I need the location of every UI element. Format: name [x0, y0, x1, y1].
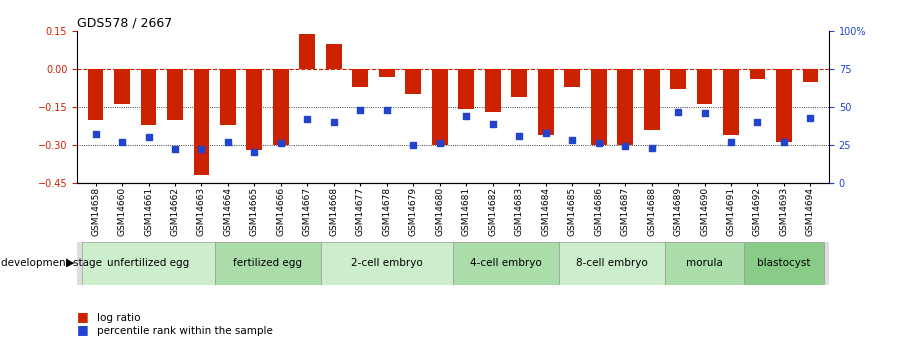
Text: fertilized egg: fertilized egg	[233, 258, 303, 268]
Bar	[670, 69, 686, 89]
Bar	[803, 69, 818, 82]
Point	[538, 130, 553, 136]
Bar	[246, 69, 263, 150]
Bar	[749, 69, 766, 79]
Point	[698, 110, 712, 116]
Bar	[321, 241, 453, 285]
Text: ▶: ▶	[66, 258, 74, 268]
Point	[512, 133, 526, 139]
Point	[168, 147, 182, 152]
Point	[486, 121, 500, 126]
Text: GDS578 / 2667: GDS578 / 2667	[77, 17, 172, 30]
Bar	[114, 69, 130, 105]
Text: percentile rank within the sample: percentile rank within the sample	[97, 326, 273, 336]
Bar	[88, 69, 103, 120]
Point	[750, 119, 765, 125]
Bar	[352, 69, 368, 87]
Bar	[723, 69, 739, 135]
Bar	[744, 241, 824, 285]
Text: morula: morula	[686, 258, 723, 268]
Bar	[299, 33, 315, 69]
Text: unfertilized egg: unfertilized egg	[108, 258, 189, 268]
Text: 8-cell embryo: 8-cell embryo	[576, 258, 648, 268]
Bar	[167, 69, 183, 120]
Bar	[538, 69, 554, 135]
Point	[459, 113, 474, 119]
Bar	[511, 69, 527, 97]
Point	[247, 150, 262, 155]
Point	[565, 138, 580, 143]
Bar	[458, 69, 474, 109]
Bar	[273, 69, 289, 145]
Text: log ratio: log ratio	[97, 313, 140, 323]
Bar	[194, 69, 209, 175]
Point	[88, 131, 102, 137]
Text: 2-cell embryo: 2-cell embryo	[351, 258, 423, 268]
Text: ■: ■	[77, 309, 89, 323]
Bar	[215, 241, 321, 285]
Point	[804, 115, 818, 120]
Point	[644, 145, 659, 151]
Text: ■: ■	[77, 323, 89, 336]
Point	[353, 107, 368, 113]
Bar	[405, 69, 421, 94]
Point	[406, 142, 420, 148]
Bar	[559, 241, 665, 285]
Bar	[82, 241, 215, 285]
Bar	[220, 69, 236, 125]
Bar	[485, 69, 501, 112]
Point	[724, 139, 738, 145]
Bar	[326, 44, 342, 69]
Point	[300, 116, 314, 122]
Point	[115, 139, 130, 145]
Point	[194, 147, 208, 152]
Bar	[564, 69, 580, 87]
Text: blastocyst: blastocyst	[757, 258, 811, 268]
Bar	[432, 69, 448, 145]
Text: 4-cell embryo: 4-cell embryo	[470, 258, 542, 268]
Text: development stage: development stage	[1, 258, 101, 268]
Point	[141, 135, 156, 140]
Point	[776, 139, 791, 145]
Bar	[776, 69, 792, 142]
Point	[221, 139, 236, 145]
Point	[326, 119, 341, 125]
Point	[274, 141, 288, 146]
Point	[670, 109, 685, 114]
Bar	[591, 69, 607, 145]
Bar	[697, 69, 712, 105]
Point	[432, 141, 447, 146]
Point	[618, 144, 632, 149]
Bar	[665, 241, 744, 285]
Point	[380, 107, 394, 113]
Bar	[643, 69, 660, 130]
Bar	[140, 69, 157, 125]
Bar	[379, 69, 395, 77]
Point	[592, 141, 606, 146]
Bar	[453, 241, 559, 285]
Bar	[617, 69, 633, 145]
